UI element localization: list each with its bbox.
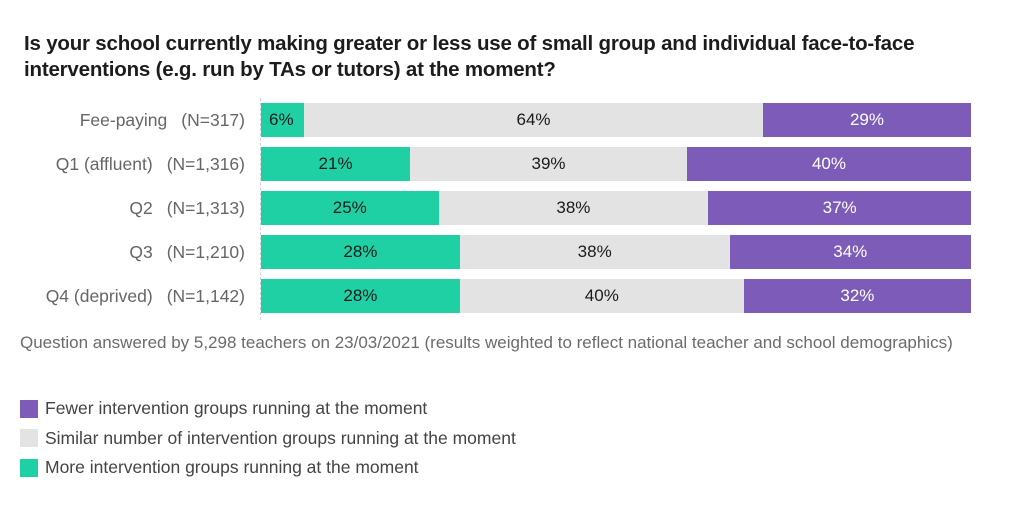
data-label: 38% xyxy=(556,198,591,217)
data-label: 39% xyxy=(531,154,566,173)
data-label: 34% xyxy=(833,242,868,261)
data-label: 28% xyxy=(343,286,378,305)
category-name: Q4 (deprived) xyxy=(45,285,153,306)
legend-label: Similar number of intervention groups ru… xyxy=(45,427,516,448)
bar-segment-similar: 38% xyxy=(459,235,730,269)
category-name: Q2 xyxy=(129,197,153,218)
bar-segment-fewer: 32% xyxy=(743,279,971,313)
legend-swatch xyxy=(20,399,38,418)
bar-row: 21% 39% 40% xyxy=(261,147,971,181)
bar-segment-fewer: 29% xyxy=(763,103,971,137)
bar-segment-similar: 40% xyxy=(459,279,744,313)
bar-segment-more: 6% xyxy=(261,103,305,137)
bar-segment-fewer: 40% xyxy=(686,147,971,181)
bar-segment-similar: 64% xyxy=(304,103,763,137)
bar-row: 6% 64% 29% xyxy=(261,103,971,137)
data-label: 21% xyxy=(318,154,353,173)
category-label: Fee-paying (N=317) xyxy=(0,103,245,137)
data-label: 6% xyxy=(269,110,294,129)
data-label: 25% xyxy=(332,198,367,217)
category-name: Fee-paying xyxy=(79,109,168,130)
bar-row: 28% 40% 32% xyxy=(261,279,971,313)
bar-segment-similar: 39% xyxy=(410,147,687,181)
legend-swatch xyxy=(20,458,38,477)
data-label: 64% xyxy=(516,110,551,129)
sample-size: (N=1,142) xyxy=(166,285,245,306)
sample-size: (N=317) xyxy=(181,109,245,130)
bar-row: 25% 38% 37% xyxy=(261,191,971,225)
legend-label: More intervention groups running at the … xyxy=(45,457,419,478)
data-label: 28% xyxy=(343,242,378,261)
chart-legend: Fewer intervention groups running at the… xyxy=(20,394,516,483)
legend-item-fewer: Fewer intervention groups running at the… xyxy=(20,394,516,424)
category-label: Q4 (deprived) (N=1,142) xyxy=(0,279,245,313)
data-label: 40% xyxy=(584,286,619,305)
sample-size: (N=1,313) xyxy=(166,197,245,218)
chart-title: Is your school currently making greater … xyxy=(24,32,915,81)
bar-segment-similar: 38% xyxy=(438,191,709,225)
legend-item-similar: Similar number of intervention groups ru… xyxy=(20,424,516,454)
chart-footnote: Question answered by 5,298 teachers on 2… xyxy=(20,333,953,352)
sample-size: (N=1,210) xyxy=(166,241,245,262)
bar-segment-more: 28% xyxy=(261,279,460,313)
category-label: Q2 (N=1,313) xyxy=(0,191,245,225)
category-axis-line xyxy=(260,98,262,320)
data-label: 38% xyxy=(577,242,612,261)
data-label: 40% xyxy=(811,154,846,173)
bar-segment-fewer: 34% xyxy=(729,235,971,269)
data-label: 29% xyxy=(849,110,884,129)
category-label: Q3 (N=1,210) xyxy=(0,235,245,269)
legend-label: Fewer intervention groups running at the… xyxy=(45,398,428,419)
bar-segment-more: 21% xyxy=(261,147,411,181)
category-name: Q1 (affluent) xyxy=(55,153,153,174)
data-label: 37% xyxy=(822,198,857,217)
data-label: 32% xyxy=(840,286,875,305)
sample-size: (N=1,316) xyxy=(166,153,245,174)
bar-segment-fewer: 37% xyxy=(708,191,971,225)
category-label: Q1 (affluent) (N=1,316) xyxy=(0,147,245,181)
bar-row: 28% 38% 34% xyxy=(261,235,971,269)
legend-item-more: More intervention groups running at the … xyxy=(20,453,516,483)
bar-segment-more: 28% xyxy=(261,235,460,269)
legend-swatch xyxy=(20,429,38,448)
bar-segment-more: 25% xyxy=(261,191,439,225)
category-name: Q3 xyxy=(129,241,153,262)
